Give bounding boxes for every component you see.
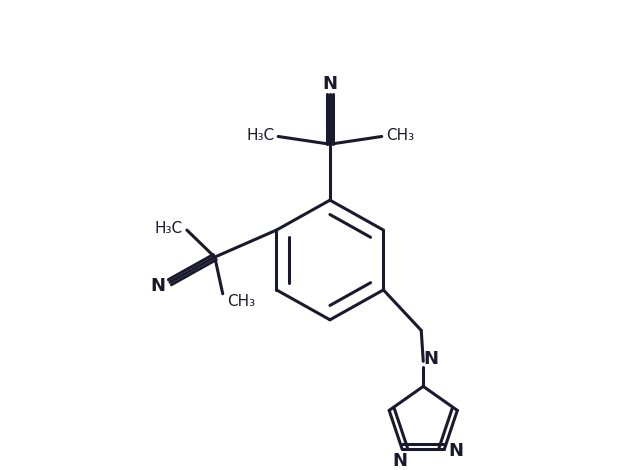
Text: CH₃: CH₃ xyxy=(386,128,414,143)
Text: CH₃: CH₃ xyxy=(227,294,255,309)
Text: N: N xyxy=(323,75,337,94)
Text: H₃C: H₃C xyxy=(155,220,183,235)
Text: N: N xyxy=(393,452,408,470)
Text: N: N xyxy=(150,277,166,295)
Text: H₃C: H₃C xyxy=(246,128,274,143)
Text: N: N xyxy=(449,442,464,460)
Text: N: N xyxy=(424,350,438,368)
